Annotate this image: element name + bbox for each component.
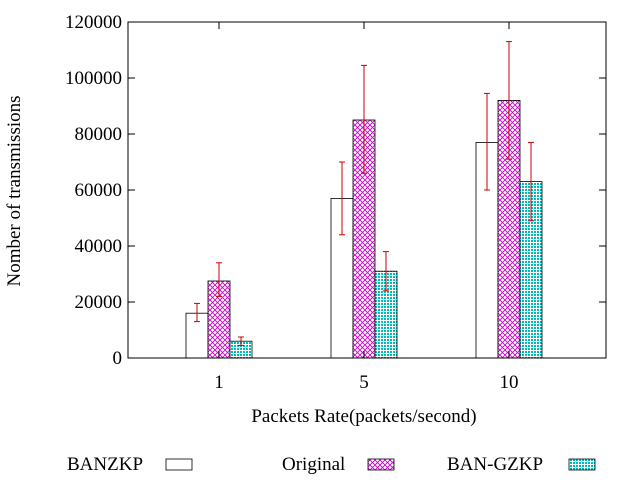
legend-swatch-original bbox=[367, 458, 395, 471]
y-axis-label: Nomber of transmissions bbox=[4, 95, 25, 286]
x-tick-label: 1 bbox=[214, 372, 224, 393]
y-tick-label: 120000 bbox=[65, 12, 122, 33]
legend-swatch-ban-gzkp bbox=[568, 458, 596, 471]
legend: BANZKP Original BAN-GZKP bbox=[67, 454, 596, 475]
y-tick-label: 80000 bbox=[75, 124, 123, 145]
plot-frame bbox=[127, 21, 607, 359]
error-bars-group bbox=[194, 41, 534, 346]
x-tick-label: 10 bbox=[500, 372, 519, 393]
legend-label-ban-gzkp: BAN-GZKP bbox=[447, 454, 543, 475]
legend-swatch-banzkp bbox=[165, 458, 193, 471]
legend-label-banzkp: BANZKP bbox=[67, 454, 143, 475]
x-tick-label: 5 bbox=[359, 372, 369, 393]
y-tick-label: 0 bbox=[113, 348, 123, 369]
y-tick-label: 60000 bbox=[75, 180, 123, 201]
y-tick-label: 100000 bbox=[65, 68, 122, 89]
bars-group bbox=[185, 100, 543, 359]
y-tick-label: 20000 bbox=[75, 292, 123, 313]
legend-label-original: Original bbox=[282, 454, 345, 475]
axes-group: 0 20000 40000 60000 80000 100000 120000 1 5 10 bbox=[65, 12, 607, 393]
y-tick-label: 40000 bbox=[75, 236, 123, 257]
x-axis-label: Packets Rate(packets/second) bbox=[251, 406, 476, 427]
